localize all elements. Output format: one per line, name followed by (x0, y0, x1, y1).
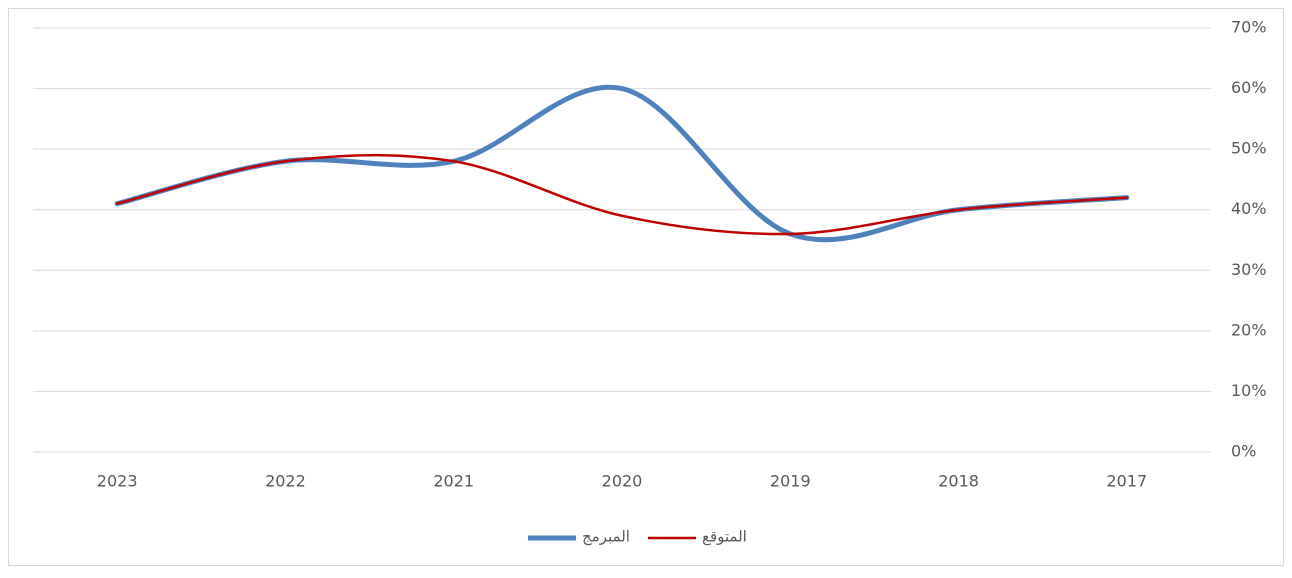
y-tick-label: 0% (1231, 442, 1256, 461)
series-line (115, 153, 1129, 236)
y-tick-label: 40% (1231, 199, 1267, 218)
x-tick-label: 2019 (770, 472, 811, 491)
y-tick-label: 10% (1231, 381, 1267, 400)
y-tick-label: 20% (1231, 320, 1267, 339)
x-tick-label: 2017 (1106, 472, 1147, 491)
legend-label: المبرمج (582, 528, 630, 546)
y-tick-label: 50% (1231, 139, 1267, 158)
y-tick-label: 30% (1231, 260, 1267, 279)
y-tick-label: 60% (1231, 78, 1267, 97)
x-tick-label: 2023 (97, 472, 138, 491)
legend-label: المتوقع (702, 528, 747, 546)
x-tick-label: 2022 (265, 472, 306, 491)
y-tick-label: 70% (1231, 18, 1267, 37)
x-tick-label: 2018 (938, 472, 979, 491)
x-tick-label: 2020 (602, 472, 643, 491)
x-tick-label: 2021 (433, 472, 474, 491)
chart-frame (8, 8, 1284, 566)
